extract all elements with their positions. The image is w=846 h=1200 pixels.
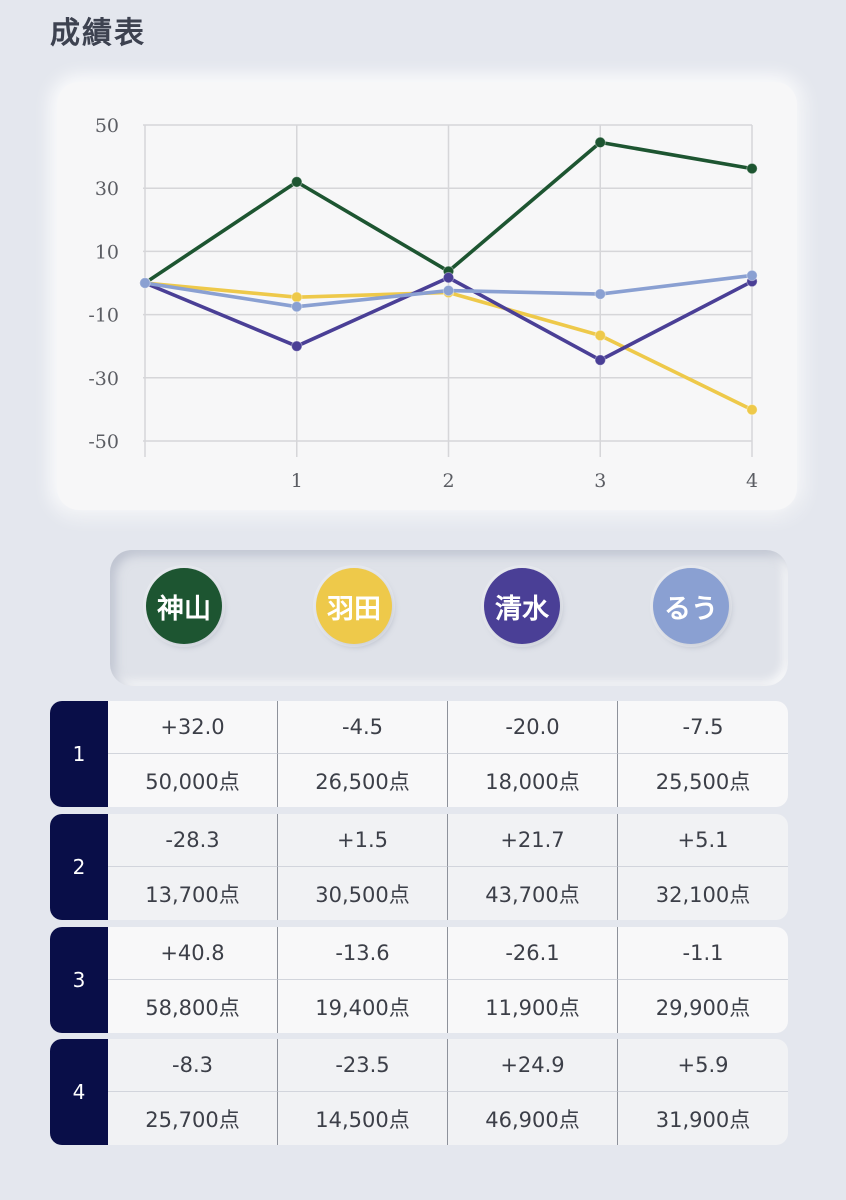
data-point — [746, 269, 758, 282]
score-chart: 50 30 10 -10 -30 -50 1 2 3 4 — [57, 82, 797, 510]
y-tick-label: -50 — [88, 431, 119, 453]
data-point — [291, 301, 303, 313]
data-point — [291, 176, 303, 188]
score-cell: +24.9 — [448, 1039, 618, 1092]
points-cell: 50,000点 — [108, 754, 278, 807]
score-cell: -13.6 — [278, 927, 448, 980]
score-cell: +5.1 — [618, 814, 788, 867]
x-tick-label: 3 — [594, 470, 606, 492]
score-cell: -28.3 — [108, 814, 278, 867]
score-cell: -20.0 — [448, 701, 618, 754]
y-tick-label: -30 — [88, 368, 119, 390]
player-chip-2[interactable]: 清水 — [484, 568, 560, 644]
x-tick-label: 1 — [291, 470, 303, 492]
points-cell: 13,700点 — [108, 867, 278, 920]
points-cell: 19,400点 — [278, 980, 448, 1033]
y-tick-label: 10 — [95, 241, 119, 263]
player-chip-1[interactable]: 羽田 — [316, 568, 392, 644]
points-cell: 30,500点 — [278, 867, 448, 920]
data-point — [746, 404, 758, 416]
points-cell: 43,700点 — [448, 867, 618, 920]
player-chip-0[interactable]: 神山 — [146, 568, 222, 644]
score-cell: -23.5 — [278, 1039, 448, 1092]
round-row-1: 1 +32.0 -4.5 -20.0 -7.5 50,000点 26,500点 … — [50, 701, 788, 807]
round-row-2: 2 -28.3 +1.5 +21.7 +5.1 13,700点 30,500点 … — [50, 814, 788, 920]
score-cell: +21.7 — [448, 814, 618, 867]
score-cell: -8.3 — [108, 1039, 278, 1092]
score-cell: +5.9 — [618, 1039, 788, 1092]
round-number: 2 — [50, 814, 108, 920]
y-tick-label: 30 — [95, 178, 119, 200]
player-chip-3[interactable]: るう — [653, 568, 729, 644]
score-cell: -1.1 — [618, 927, 788, 980]
round-number: 1 — [50, 701, 108, 807]
score-cell: -26.1 — [448, 927, 618, 980]
round-number: 3 — [50, 927, 108, 1033]
points-cell: 29,900点 — [655, 995, 751, 1020]
score-cell: -7.5 — [618, 701, 788, 754]
data-point — [594, 354, 606, 366]
round-row-3: 3 +40.8 -13.6 -26.1 -1.1 58,800点 19,400点… — [50, 927, 788, 1033]
points-cell: 25,500点 — [655, 769, 751, 794]
y-tick-label: -10 — [88, 305, 119, 327]
y-tick-label: 50 — [95, 115, 119, 137]
score-chart-svg: 50 30 10 -10 -30 -50 1 2 3 4 — [88, 115, 758, 492]
data-point — [746, 162, 758, 175]
points-cell: 46,900点 — [448, 1092, 618, 1145]
data-point — [442, 284, 455, 297]
player-legend: 神山 羽田 清水 るう — [110, 550, 788, 686]
data-point — [594, 288, 606, 300]
points-cell: 26,500点 — [278, 754, 448, 807]
x-tick-label: 4 — [746, 470, 758, 492]
data-point — [139, 277, 151, 289]
data-point — [291, 291, 303, 303]
points-cell: 58,800点 — [108, 980, 278, 1033]
points-cell: 14,500点 — [278, 1092, 448, 1145]
points-cell: 25,700点 — [108, 1092, 278, 1145]
points-cell: 31,900点 — [655, 1107, 751, 1132]
points-cell: 32,100点 — [655, 882, 751, 907]
data-point — [442, 271, 455, 284]
page-title: 成績表 — [50, 16, 146, 51]
round-number: 4 — [50, 1039, 108, 1145]
x-tick-label: 2 — [442, 470, 454, 492]
score-cell: +1.5 — [278, 814, 448, 867]
data-point — [594, 329, 606, 342]
data-point — [594, 136, 606, 149]
score-cell: +40.8 — [108, 927, 278, 980]
round-row-4: 4 -8.3 -23.5 +24.9 +5.9 25,700点 14,500点 … — [50, 1039, 788, 1145]
points-cell: 18,000点 — [448, 754, 618, 807]
score-cell: +32.0 — [108, 701, 278, 754]
points-cell: 11,900点 — [448, 980, 618, 1033]
data-point — [291, 340, 303, 352]
score-cell: -4.5 — [278, 701, 448, 754]
